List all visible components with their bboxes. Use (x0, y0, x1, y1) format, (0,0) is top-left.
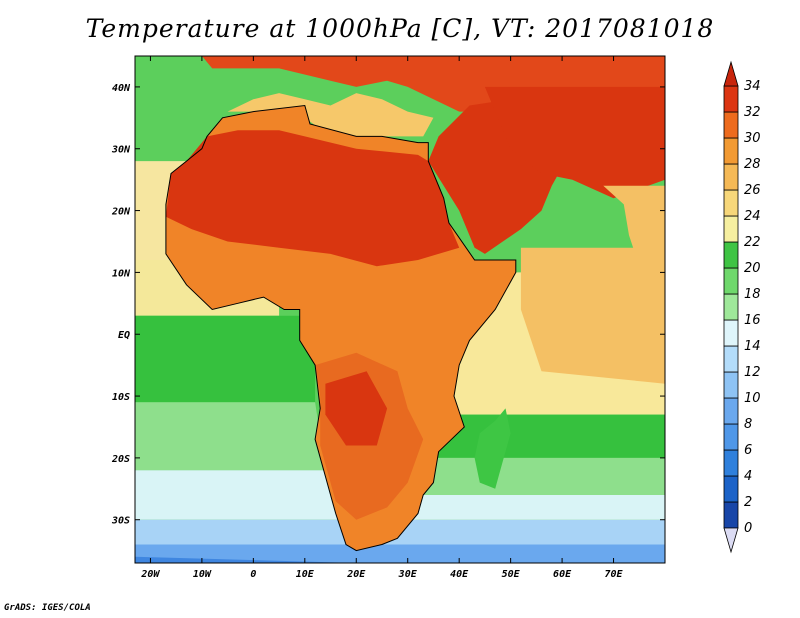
colorbar-label: 10 (744, 391, 761, 406)
colorbar-label: 18 (744, 287, 761, 302)
south-indian-ocean-band-2 (407, 457, 665, 495)
lat-tick-label: 30N (111, 145, 131, 156)
colorbar-label: 14 (744, 339, 761, 354)
southern-ocean-band-2 (135, 544, 665, 563)
colorbar-box (723, 319, 739, 347)
map-title: Temperature at 1000hPa [C], VT: 20170810… (85, 14, 715, 43)
colorbar-bottom-arrow (723, 527, 739, 554)
mediterranean-sea (227, 93, 434, 143)
lon-tick-label: 40E (450, 569, 469, 580)
colorbar-box (723, 267, 739, 295)
colorbar-box (723, 475, 739, 503)
india-land (603, 185, 665, 285)
colorbar-box (723, 137, 739, 165)
lat-tick-label: 20S (111, 454, 130, 465)
colorbar-label: 12 (744, 365, 761, 380)
angola-hot-zone (325, 371, 388, 446)
map-area (135, 56, 665, 563)
colorbar-box (723, 345, 739, 373)
lat-tick-label: 20N (111, 207, 131, 218)
lon-tick-label: 30E (398, 569, 418, 580)
colorbar-box (723, 241, 739, 269)
colorbar-label: 8 (744, 417, 752, 432)
colorbar-box (723, 423, 739, 451)
colorbar-label: 4 (744, 469, 752, 484)
colorbar-label: 6 (744, 443, 752, 458)
colorbar-label: 0 (744, 521, 752, 536)
colorbar-box (723, 189, 739, 217)
lat-tick-label: 30S (111, 516, 130, 527)
south-indian-ocean-band-1 (407, 414, 665, 458)
colorbar-box (723, 501, 739, 529)
colorbar-label: 28 (744, 157, 761, 172)
lon-tick-label: 70E (605, 569, 624, 580)
colorbar-box (723, 85, 739, 113)
colorbar-box (723, 293, 739, 321)
colorbar-label: 26 (744, 183, 761, 198)
lon-tick-label: 0 (250, 569, 256, 580)
lat-tick-label: EQ (118, 330, 130, 341)
lat-tick-label: 10N (112, 268, 131, 279)
colorbar-box (723, 397, 739, 425)
colorbar-label: 32 (744, 105, 761, 120)
map-frame (134, 55, 666, 564)
lon-tick-label: 50E (502, 569, 521, 580)
africa-coastline (165, 104, 517, 552)
lon-tick-label: 20E (346, 569, 366, 580)
colorbar-box (723, 371, 739, 399)
lon-tick-label: 60E (553, 569, 572, 580)
middle-east-land (484, 86, 665, 199)
arabian-sea-warm (520, 247, 665, 384)
axis-ticks: 40N 30N 20N 10N EQ 10S 20S 30S 20W 10W 0 10E 20E 30E 4… (111, 56, 665, 580)
colorbar-box (723, 163, 739, 191)
madagascar-land (474, 408, 511, 489)
lon-tick-label: 10E (296, 569, 315, 580)
south-atlantic-band-2 (135, 470, 341, 520)
colorbar-box (723, 449, 739, 477)
colorbar-label: 34 (744, 79, 761, 94)
colorbar-box (723, 215, 739, 243)
colorbar-box (723, 111, 739, 139)
colorbar-label: 24 (744, 209, 761, 224)
colorbar-label: 16 (744, 313, 761, 328)
colorbar-label: 2 (744, 495, 752, 510)
southern-ocean-band-3 (135, 556, 357, 563)
grads-credit: GrADS: IGES/COLA (4, 603, 91, 613)
south-atlantic-band-1 (135, 402, 326, 471)
sahara-hot-zone (165, 130, 460, 267)
south-indian-ocean-band-3 (397, 495, 665, 520)
colorbar-label: 20 (744, 261, 761, 276)
lon-tick-label: 10W (193, 569, 212, 580)
lat-tick-label: 10S (112, 392, 130, 403)
colorbar-top-arrow (723, 60, 739, 87)
equatorial-atlantic (135, 315, 316, 403)
colorbar-label: 30 (744, 131, 761, 146)
lon-tick-label: 20W (140, 569, 160, 580)
colorbar-label: 22 (744, 235, 761, 250)
lat-tick-label: 40N (112, 83, 131, 94)
